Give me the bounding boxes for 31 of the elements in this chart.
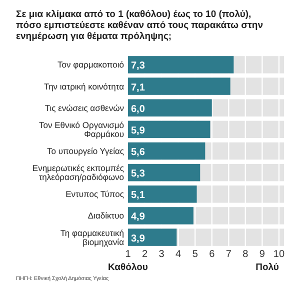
data-label: 7,3 [131,60,146,72]
x-tick-label: 6 [209,249,216,260]
y-tick-label: Τον Εθνικό Οργανισμό Φαρμάκου [39,120,124,139]
data-label: 4,9 [131,212,146,223]
data-label: 7,1 [131,82,146,94]
x-tick-label: 4 [176,249,182,260]
y-tick-label: Την ιατρική κοινότητα [44,81,124,92]
chart-title: Σε μια κλίμακα από το 1 (καθόλου) έως το 10 (πολύ), πόσο εμπιστεύεστε καθέναν από τους παρακάτω στην ενημέρωση για θέματα πρόληψης; [16,9,264,42]
y-tick-label: Τη φαρμακευτική βιομηχανία [60,228,124,247]
y-tick-label: Εντυπος Τύπος [66,189,124,200]
data-label: 5,9 [131,125,146,136]
data-label: 5,3 [131,168,146,180]
x-tick-label: 10 [273,249,285,260]
x-tick-label: 8 [242,249,249,260]
y-tick-label: Τις ενώσεις ασθενών [44,102,124,113]
data-label: 5,1 [131,190,146,202]
data-label: 5,6 [131,147,146,158]
y-tick-label: Το υπουργείο Υγείας [46,146,124,156]
data-label: 6,0 [131,104,146,115]
data-label: 3,9 [131,233,146,244]
x-tick-label: 5 [192,249,198,260]
x-tick-label: 9 [259,249,266,260]
text: Καθόλου [108,262,148,273]
y-tick-label: Ενημερωτικές εκπομπές τηλεόραση/ραδιόφωνο [32,163,124,182]
x-tick-label: 3 [158,249,165,260]
x-tick-label: 7 [226,249,232,260]
y-tick-label: Τον φαρμακοποιό [57,60,124,70]
y-tick-label: Διαδίκτυο [88,210,124,221]
text: Πολύ [256,262,280,273]
x-tick-label: 1 [125,249,132,260]
x-tick-label: 2 [142,249,148,260]
